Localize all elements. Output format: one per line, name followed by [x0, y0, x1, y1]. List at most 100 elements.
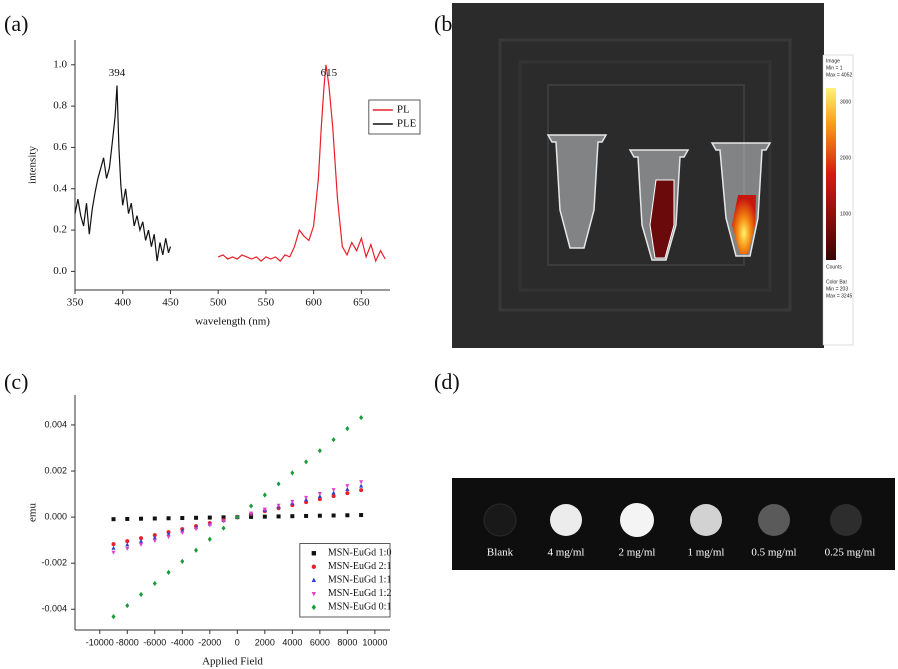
point: [111, 614, 116, 620]
series-line: [217, 64, 386, 263]
x-axis-label: wavelength (nm): [195, 316, 270, 328]
x-tick-label: -4000: [171, 637, 194, 647]
point: [194, 515, 199, 520]
point: [139, 591, 144, 598]
panel-label: (a): [4, 11, 28, 36]
panel-label: (c): [4, 369, 28, 394]
point: [331, 488, 336, 493]
photo-d: Blank 4 mg/ml 2 mg/ml 1 mg/ml 0.5 mg/ml …: [452, 478, 895, 570]
colorbar-text: Max = 4052: [826, 72, 852, 78]
point: [180, 531, 185, 536]
legend-swatch: [311, 577, 317, 583]
legend-swatch: [311, 604, 317, 611]
point: [331, 437, 336, 443]
x-tick-label: 6000: [310, 637, 330, 647]
series-line: [74, 85, 172, 262]
point: [262, 492, 267, 498]
x-tick-label: 10000: [362, 637, 387, 647]
point: [125, 539, 130, 544]
point: [139, 516, 144, 521]
legend-label: MSN-EuGd 2:1: [328, 561, 392, 572]
legend-box: [368, 99, 421, 135]
point: [262, 514, 267, 519]
x-tick-label: 650: [353, 297, 370, 309]
x-tick-label: 400: [114, 297, 131, 309]
point: [304, 513, 309, 518]
y-tick-label: -0.004: [41, 604, 67, 614]
sample-label: 2 mg/ml: [619, 547, 656, 559]
point: [152, 533, 157, 538]
point: [152, 580, 157, 587]
sample-label: 1 mg/ml: [688, 547, 725, 559]
point: [262, 507, 267, 512]
point: [235, 514, 240, 520]
point: [290, 499, 295, 504]
y-tick-label: 0.002: [44, 465, 67, 475]
colorbar-tick: 3000: [840, 99, 851, 105]
point: [345, 426, 350, 432]
point: [276, 503, 281, 508]
point: [317, 448, 322, 454]
point: [166, 535, 171, 540]
x-tick-label: 450: [162, 297, 179, 309]
x-tick-label: 350: [67, 297, 84, 309]
point: [345, 487, 350, 492]
point: [304, 495, 309, 500]
point: [290, 514, 295, 519]
colorbar-text: Min = 1: [826, 65, 843, 71]
colorbar-tick: 1000: [840, 211, 851, 217]
sample-label: 0.5 mg/ml: [751, 547, 796, 559]
y-tick-label: 0.2: [53, 224, 67, 236]
point: [221, 519, 226, 524]
y-tick-label: 0.6: [53, 141, 67, 153]
point: [317, 513, 322, 518]
point: [180, 558, 185, 564]
legend-label: PLE: [397, 118, 417, 130]
x-axis-label: Applied Field: [202, 656, 263, 668]
x-tick-label: 4000: [282, 637, 302, 647]
point: [139, 536, 144, 541]
point: [331, 494, 336, 499]
point: [207, 523, 212, 528]
point: [359, 488, 364, 493]
sample-label: Blank: [487, 547, 514, 559]
point: [180, 516, 185, 521]
x-tick-label: -2000: [198, 637, 221, 647]
point: [166, 569, 171, 576]
y-tick-label: -0.002: [41, 558, 67, 568]
point: [125, 546, 130, 551]
point: [359, 480, 364, 485]
sample-label: 0.25 mg/ml: [825, 547, 876, 559]
legend-label: MSN-EuGd 1:0: [328, 548, 392, 559]
point: [152, 535, 157, 540]
x-tick-label: -10000: [86, 637, 114, 647]
colorbar-text: Image: [826, 58, 840, 64]
point: [331, 513, 336, 518]
point: [345, 513, 350, 518]
sample-label: 4 mg/ml: [548, 547, 585, 559]
legend-swatch: [311, 564, 317, 569]
point: [359, 414, 364, 421]
y-tick-label: 0.000: [44, 511, 67, 521]
y-axis-label: emu: [27, 503, 39, 522]
point: [317, 492, 322, 497]
colorbar-text: Min = 203: [826, 286, 848, 292]
x-tick-label: 500: [210, 297, 227, 309]
point: [249, 514, 254, 519]
point: [125, 602, 130, 609]
point: [111, 550, 116, 555]
y-tick-label: 0.0: [53, 265, 67, 277]
legend-label: MSN-EuGd 0:1: [328, 602, 392, 613]
point: [194, 547, 199, 553]
point: [139, 538, 144, 543]
y-tick-label: 1.0: [53, 58, 67, 70]
point: [359, 483, 364, 488]
x-tick-label: 2000: [255, 637, 275, 647]
x-tick-label: 8000: [337, 637, 357, 647]
legend-label: MSN-EuGd 1:2: [328, 588, 392, 599]
y-tick-label: 0.4: [53, 182, 67, 194]
x-tick-label: -6000: [143, 637, 166, 647]
point: [152, 516, 157, 521]
point: [194, 527, 199, 532]
